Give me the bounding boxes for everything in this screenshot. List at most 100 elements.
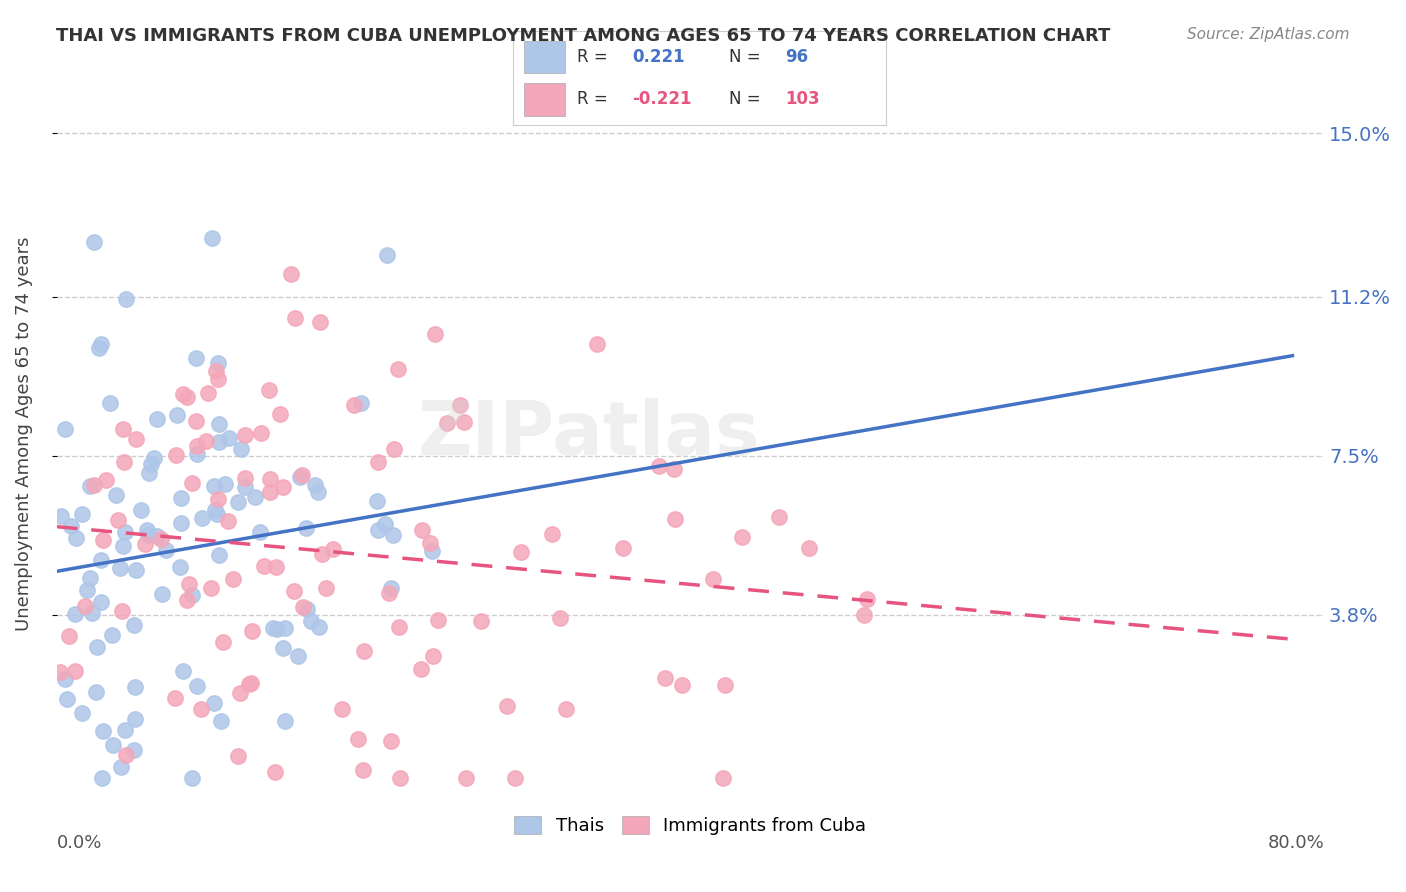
Point	[612, 541, 634, 555]
Point	[380, 734, 402, 748]
Point	[235, 471, 257, 485]
Point	[169, 560, 191, 574]
Point	[496, 699, 519, 714]
Point	[381, 528, 404, 542]
Point	[367, 523, 389, 537]
Point	[295, 601, 318, 615]
Point	[229, 686, 252, 700]
Point	[63, 607, 86, 622]
Point	[209, 714, 232, 729]
Point	[239, 675, 262, 690]
Point	[80, 606, 103, 620]
Point	[90, 772, 112, 786]
Point	[190, 701, 212, 715]
Point	[143, 450, 166, 465]
Point	[453, 416, 475, 430]
Point	[90, 337, 112, 351]
Point	[541, 526, 564, 541]
Point	[266, 622, 288, 636]
Point	[550, 611, 572, 625]
Point	[53, 672, 76, 686]
Point	[169, 516, 191, 530]
Point	[419, 535, 441, 549]
Point	[222, 572, 245, 586]
Point	[197, 386, 219, 401]
Point	[291, 599, 314, 614]
Point	[112, 539, 135, 553]
Point	[191, 511, 214, 525]
Point	[202, 479, 225, 493]
Point	[423, 327, 446, 342]
Point	[388, 772, 411, 786]
Point	[287, 648, 309, 663]
Point	[315, 581, 337, 595]
Point	[75, 599, 97, 614]
Point	[217, 514, 239, 528]
Point	[449, 398, 471, 412]
Point	[309, 315, 332, 329]
Text: R =: R =	[576, 47, 613, 65]
Point	[125, 563, 148, 577]
Text: R =: R =	[576, 90, 613, 108]
Point	[731, 530, 754, 544]
Point	[283, 584, 305, 599]
Point	[124, 680, 146, 694]
Text: 0.221: 0.221	[633, 47, 685, 65]
Point	[378, 586, 401, 600]
Point	[308, 620, 330, 634]
Point	[307, 484, 329, 499]
Point	[229, 442, 252, 456]
Point	[110, 604, 132, 618]
Point	[53, 422, 76, 436]
Point	[311, 548, 333, 562]
Point	[105, 488, 128, 502]
Point	[585, 337, 607, 351]
Point	[115, 747, 138, 762]
Point	[273, 641, 295, 656]
Point	[122, 617, 145, 632]
Point	[856, 592, 879, 607]
Text: -0.221: -0.221	[633, 90, 692, 108]
Point	[714, 677, 737, 691]
Point	[366, 494, 388, 508]
Point	[125, 433, 148, 447]
Point	[343, 398, 366, 412]
Point	[84, 684, 107, 698]
Point	[427, 613, 450, 627]
Point	[555, 702, 578, 716]
Point	[436, 416, 458, 430]
Point	[49, 665, 72, 679]
Point	[89, 341, 111, 355]
Point	[134, 537, 156, 551]
Text: Source: ZipAtlas.com: Source: ZipAtlas.com	[1187, 27, 1350, 42]
Point	[380, 581, 402, 595]
Point	[165, 448, 187, 462]
Point	[177, 577, 200, 591]
Text: 103: 103	[785, 90, 820, 108]
Point	[122, 743, 145, 757]
Point	[204, 363, 226, 377]
Point	[253, 558, 276, 573]
Point	[233, 480, 256, 494]
Point	[101, 738, 124, 752]
Point	[136, 528, 159, 542]
Point	[59, 518, 82, 533]
Point	[274, 714, 297, 728]
Point	[136, 523, 159, 537]
Point	[662, 462, 685, 476]
FancyBboxPatch shape	[524, 83, 565, 116]
Point	[257, 383, 280, 397]
Point	[240, 624, 263, 639]
Point	[304, 477, 326, 491]
Point	[204, 503, 226, 517]
Point	[90, 553, 112, 567]
Point	[184, 351, 207, 365]
Point	[367, 455, 389, 469]
Point	[291, 468, 314, 483]
Point	[205, 507, 228, 521]
Text: N =: N =	[730, 90, 766, 108]
Point	[280, 267, 302, 281]
Point	[299, 614, 322, 628]
Point	[115, 292, 138, 306]
Point	[211, 634, 233, 648]
